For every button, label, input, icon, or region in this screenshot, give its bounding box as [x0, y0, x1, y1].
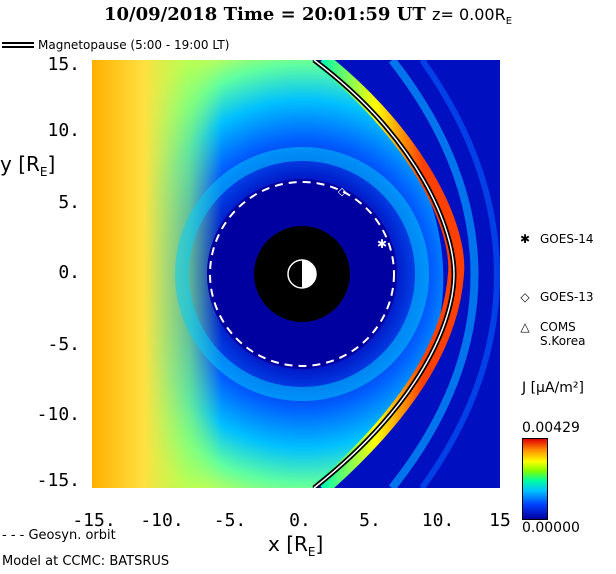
geosyn-orbit [209, 181, 395, 367]
field-map-svg: ✱ ◇ [92, 60, 500, 488]
colorbar-title: J [μA/m²] [522, 380, 584, 396]
x-tick-label: 0. [289, 510, 311, 531]
model-credit: Model at CCMC: BATSRUS [2, 554, 170, 569]
satellite-legend-coms: △ COMS S.Korea [520, 320, 586, 348]
y-axis-label: y [RE] [0, 152, 56, 179]
y-tick-label: -5. [47, 334, 80, 355]
title-time-label: Time [223, 4, 275, 25]
y-tick-label: 10. [47, 120, 80, 141]
x-tick-label: 5. [359, 510, 381, 531]
satellite-legend-goes14: ✱ GOES-14 [520, 232, 594, 246]
magnetopause-legend: Magnetopause (5:00 - 19:00 LT) [2, 38, 229, 52]
coms-icon: △ [520, 320, 530, 334]
geosyn-legend: - - - Geosyn. orbit [2, 528, 116, 543]
goes-13-icon: ◇ [520, 290, 530, 304]
y-tick-label: -15. [36, 470, 80, 491]
x-tick-label: -10. [140, 510, 184, 531]
earth-dayside [302, 260, 316, 288]
field-nightside [92, 60, 222, 488]
plot-title: 10/09/2018 Time = 20:01:59 UT z= 0.00RE [0, 4, 616, 27]
satellite-legend-goes13: ◇ GOES-13 [520, 290, 594, 304]
outer-shock-band [419, 60, 500, 488]
x-axis-label: x [RE] [268, 532, 324, 559]
colorbar-min: 0.00000 [522, 520, 580, 536]
y-tick-label: 15. [47, 54, 80, 75]
x-tick-label: -15. [72, 510, 116, 531]
x-tick-label: 10. [421, 510, 455, 531]
colorbar [522, 438, 548, 520]
title-z: z= 0.00RE [432, 5, 513, 28]
x-tick-label: 15 [489, 510, 511, 531]
magnetopause-swatch [2, 42, 34, 48]
y-tick-label: -10. [36, 404, 80, 425]
goes-14-marker: ✱ [377, 237, 387, 251]
y-tick-label: 0. [58, 262, 80, 283]
goes-14-icon: ✱ [520, 232, 531, 246]
y-tick-label: 5. [58, 192, 80, 213]
bow-shock-band [388, 60, 479, 488]
x-tick-label: -5. [213, 510, 247, 531]
colorbar-max: 0.00429 [522, 420, 580, 436]
title-time-value: = 20:01:59 UT [280, 4, 426, 25]
field-map: ✱ ◇ [92, 60, 500, 488]
magnetopause-line-inner [313, 60, 455, 488]
inner-ring [175, 147, 429, 401]
magnetopause-legend-label: Magnetopause (5:00 - 19:00 LT) [38, 38, 230, 52]
goes-13-marker: ◇ [338, 185, 347, 198]
title-date: 10/09/2018 [103, 4, 218, 25]
